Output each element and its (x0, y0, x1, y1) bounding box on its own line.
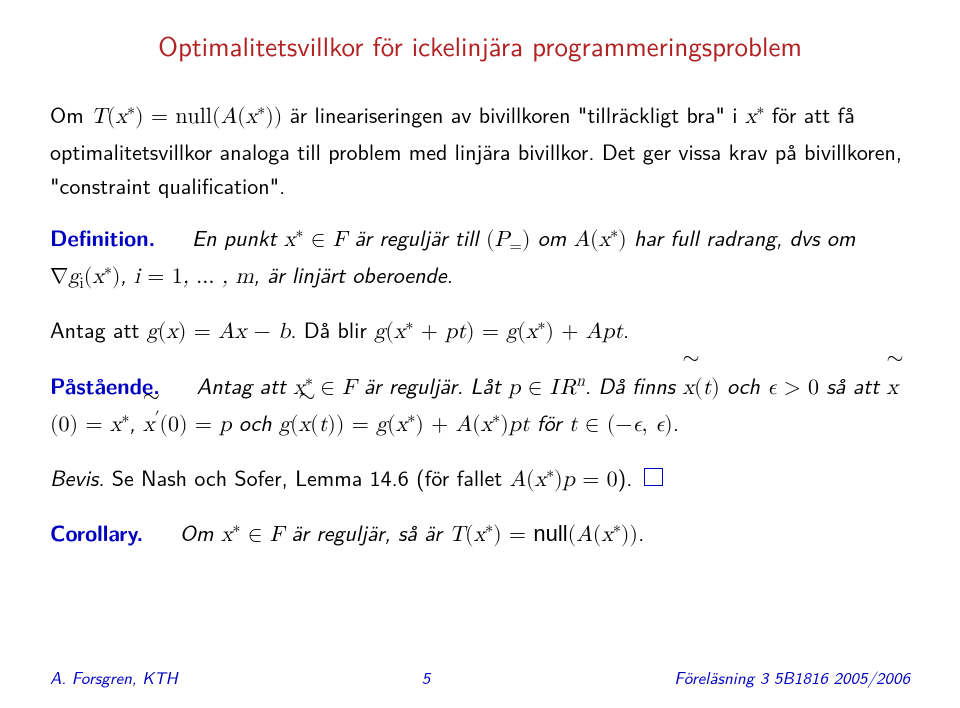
text: så att (826, 369, 886, 401)
math-T-null-A: T(x∗) = null(A(x∗)) (91, 106, 282, 128)
math-T-null-A-2: T(x∗) = (449, 524, 533, 546)
math-xstar-in-F: x∗ ∈ F (284, 229, 347, 251)
text: En punkt (192, 221, 284, 253)
qed-box-icon (644, 468, 663, 487)
text: , (129, 406, 142, 438)
slide: Optimalitetsvillkor för ickelinjära prog… (0, 0, 960, 708)
text: är reguljär till (354, 221, 485, 253)
math-g-xtilde: g(∼x(t)) = g(x∗) + A(x∗)pt (279, 414, 530, 436)
text: och (727, 369, 767, 401)
math-xtilde-t: ∼x(t) (682, 377, 719, 399)
para-corollary: Corollary. Om x∗ ∈ F är reguljär, så är … (50, 515, 910, 552)
text: har full radrang, dvs om (634, 221, 855, 253)
slide-body: Om T(x∗) = null(A(x∗)) är lineariseringe… (50, 97, 910, 552)
footer-right: Föreläsning 3 5B1816 2005/2006 (674, 665, 910, 690)
text: . Då finns (585, 369, 683, 401)
para-intro: Om T(x∗) = null(A(x∗)) är lineariseringe… (50, 97, 910, 202)
text: Om (180, 516, 221, 548)
footer-left: A. Forsgren, KTH (50, 665, 178, 690)
corollary-label: Corollary. (50, 516, 143, 548)
text: . (623, 313, 629, 345)
proof-label: Bevis. (50, 461, 104, 493)
text: Antag att (50, 313, 147, 345)
math-xtildeprime0: ∼x′(0) = p (143, 414, 232, 436)
math-grad-gi: ∇gi(x∗) (50, 266, 120, 288)
slide-footer: A. Forsgren, KTH 5 Föreläsning 3 5B1816 … (50, 665, 910, 690)
text: och (239, 406, 279, 438)
text: om (538, 221, 574, 253)
text: Antag att (197, 369, 294, 401)
text: är lineariseringen av bivillkoren "tillr… (282, 98, 745, 130)
math-gx-Ax-b: g(x) = Ax − b (147, 321, 291, 343)
math-g-affine: g(x∗ + pt) = g(x∗) + Apt (374, 321, 623, 343)
para-proof: Bevis. Se Nash och Sofer, Lemma 14.6 (fö… (50, 460, 910, 497)
definition-label: Definition. (50, 221, 155, 253)
text: är reguljär, så är (291, 516, 449, 548)
math-Peq: (P=) (486, 229, 530, 251)
math-i-range: i = 1, … , m (134, 266, 254, 288)
footer-center: 5 (422, 665, 431, 690)
text: , (120, 258, 133, 290)
para-claim: Påstående. Antag att x∗ ∈ F är reguljär.… (50, 368, 910, 442)
text: Se Nash och Sofer, Lemma 14.6 (för falle… (104, 461, 509, 493)
text: för (537, 406, 569, 438)
text: . (673, 406, 679, 438)
text: Om (50, 98, 91, 130)
math-t-interval: t ∈ (−ϵ, ϵ) (569, 414, 673, 436)
math-A-xstar: A(x∗) (574, 229, 627, 251)
text: . (638, 516, 644, 548)
math-Axp0: A(x∗)p = 0 (509, 469, 617, 491)
math-xstar: x∗ (745, 106, 765, 128)
text: . Då blir (290, 313, 374, 345)
para-assume-gx: Antag att g(x) = Ax − b. Då blir g(x∗ + … (50, 312, 910, 349)
text: ). (618, 461, 640, 493)
math-xstar-in-F-3: x∗ ∈ F (221, 524, 284, 546)
math-p-Rn: p ∈ I Rn (508, 377, 585, 399)
slide-title: Optimalitetsvillkor för ickelinjära prog… (50, 26, 910, 65)
text: är reguljär. Låt (364, 369, 508, 401)
text: , är linjärt oberoende. (254, 258, 453, 290)
math-eps: ϵ > 0 (767, 377, 819, 399)
para-definition: Definition. En punkt x∗ ∈ F är reguljär … (50, 220, 910, 294)
